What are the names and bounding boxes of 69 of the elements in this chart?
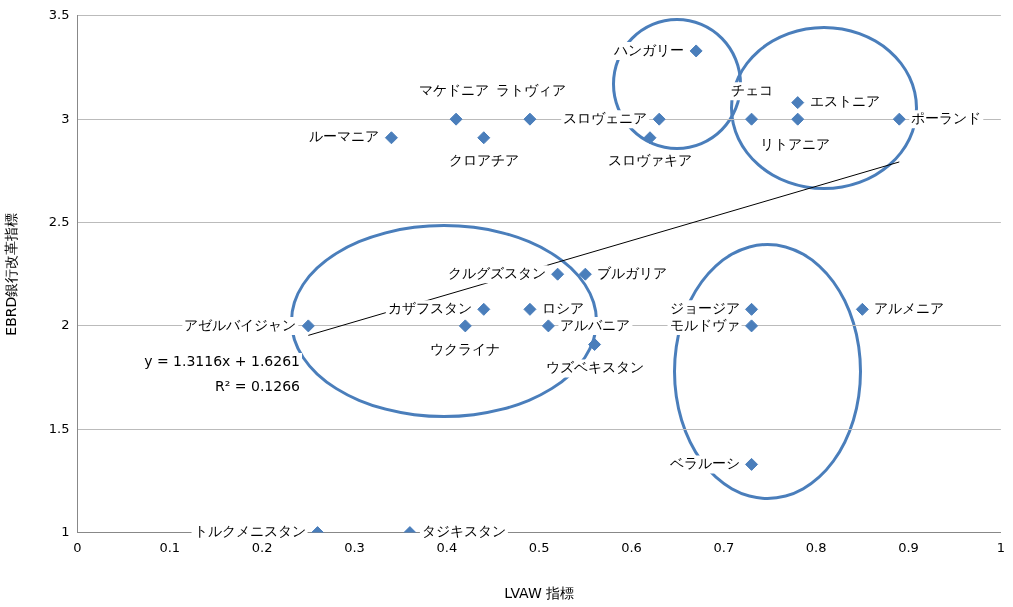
- annotation: ポーランド: [911, 109, 982, 126]
- x-tick-label: 0.6: [621, 539, 642, 555]
- annotation: クルグズスタン: [447, 264, 546, 281]
- y-tick-label: 3: [61, 110, 70, 126]
- y-tick-label: 1.5: [48, 420, 70, 436]
- annotation: アルバニア: [560, 316, 631, 333]
- annotation: チェコ: [730, 81, 773, 98]
- point: [745, 112, 759, 126]
- point: [551, 267, 565, 281]
- x-tick-label: 1: [996, 539, 1006, 555]
- point: [855, 302, 869, 316]
- point: [477, 302, 491, 316]
- x-tick-label: 0.4: [436, 539, 458, 555]
- annotation: ウズベキスタン: [545, 359, 644, 376]
- annotation: ベラルーシ: [669, 455, 740, 472]
- point: [791, 112, 805, 126]
- point: [301, 319, 315, 333]
- point: [523, 112, 537, 126]
- point: [523, 302, 537, 316]
- point: [745, 457, 759, 471]
- y-axis-title: EBRD銀行改革指標: [3, 212, 20, 336]
- point: [745, 319, 759, 333]
- annotation: リトアニア: [759, 135, 830, 152]
- point: [588, 337, 602, 351]
- annotation: マケドニア: [419, 81, 490, 98]
- point: [643, 131, 657, 145]
- annotation: タジキスタン: [421, 523, 506, 540]
- annotation: ハンガリー: [613, 41, 685, 58]
- x-tick-label: 0.5: [528, 539, 550, 555]
- annotation: y = 1.3116x + 1.6261: [144, 352, 300, 369]
- annotation: クロアチア: [448, 152, 519, 169]
- y-tick-label: 2: [61, 317, 70, 333]
- point: [791, 96, 805, 110]
- point: [892, 112, 906, 126]
- x-tick-label: 0: [73, 539, 82, 555]
- annotation: ラトヴィア: [495, 81, 566, 98]
- x-tick-label: 0.1: [159, 539, 181, 555]
- point: [458, 319, 472, 333]
- y-tick-label: 1: [61, 523, 70, 539]
- annotation: カザフスタン: [387, 299, 472, 316]
- x-tick-label: 0.9: [898, 539, 919, 555]
- annotation: R² = 0.1266: [215, 377, 301, 394]
- annotation: ウクライナ: [430, 340, 501, 357]
- annotation: スロヴェニア: [563, 109, 648, 126]
- point: [477, 131, 491, 145]
- point: [689, 44, 703, 58]
- point: [449, 112, 463, 126]
- annotation: エストニア: [809, 93, 880, 110]
- point: [384, 131, 398, 145]
- annotation: ジョージア: [669, 299, 740, 316]
- point: [541, 319, 555, 333]
- annotation: モルドヴァ: [669, 316, 740, 333]
- x-tick-label: 0.2: [251, 539, 273, 555]
- x-axis-title: LVAW 指標: [504, 585, 575, 602]
- annotation: ブルガリア: [597, 264, 668, 281]
- annotation: ロシア: [541, 299, 584, 316]
- x-tick-label: 0.7: [713, 539, 735, 555]
- y-tick-label: 3.5: [48, 7, 70, 23]
- x-tick-label: 0.3: [344, 539, 365, 555]
- annotation: スロヴァキア: [607, 152, 692, 169]
- point: [578, 267, 592, 281]
- annotation: アルメニア: [874, 299, 945, 316]
- point: [652, 112, 666, 126]
- annotation: アゼルバイジャン: [184, 316, 297, 333]
- annotation: ルーマニア: [309, 128, 380, 145]
- point: [745, 302, 759, 316]
- annotation: トルクメニスタン: [193, 523, 306, 540]
- y-tick-label: 2.5: [48, 213, 70, 229]
- x-tick-label: 0.8: [805, 539, 827, 555]
